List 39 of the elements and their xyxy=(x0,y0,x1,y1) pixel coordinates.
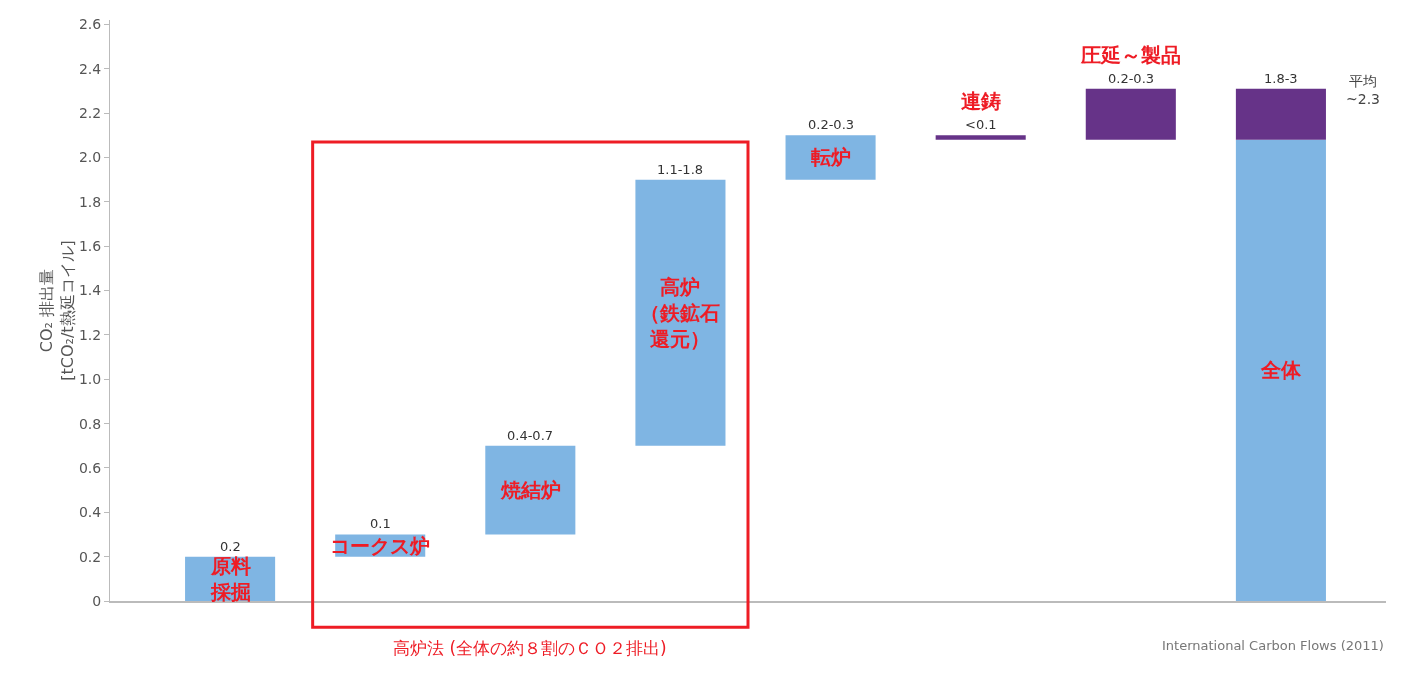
y-tick-label: 0.8 xyxy=(78,415,102,432)
bar xyxy=(1235,139,1326,601)
x-tick-label: 転炉 xyxy=(811,145,851,169)
bar xyxy=(935,135,1026,140)
y-tick-label: 0.2 xyxy=(78,548,102,565)
text: 0.2-0.3 xyxy=(1108,71,1155,86)
x-tick-label: 原料採掘 xyxy=(210,554,251,604)
y-tick-label: 1.0 xyxy=(78,371,102,388)
x-tick-label: 圧延～製品 xyxy=(1080,43,1181,67)
y-tick-label: 1.4 xyxy=(78,282,102,299)
text: 0.2 xyxy=(220,539,241,554)
x-tick-label: 高炉（鉄鉱石還元） xyxy=(640,275,720,351)
y-tick-label: 1.2 xyxy=(78,326,102,343)
x-tick-label: 焼結炉 xyxy=(500,478,561,502)
bar xyxy=(635,179,726,446)
y-axis-title: CO₂ 排出量 [tCO₂/t熱延コイル] xyxy=(37,240,77,381)
y-tick-label: 2.2 xyxy=(78,105,102,122)
x-tick-label: 連鋳 xyxy=(961,89,1001,113)
bar xyxy=(1085,88,1176,140)
y-tick-label: 2.4 xyxy=(78,60,102,77)
text: International Carbon Flows (2011) xyxy=(1162,638,1384,653)
text: 1.8-3 xyxy=(1264,71,1298,86)
text: 0.4-0.7 xyxy=(507,428,554,443)
x-tick-label: 全体 xyxy=(1260,358,1302,382)
text: 0.2-0.3 xyxy=(808,117,855,132)
text: 1.1-1.8 xyxy=(657,162,704,177)
text: <0.1 xyxy=(965,117,997,132)
bar xyxy=(1235,88,1326,140)
text: 高炉法 (全体の約８割のＣＯ２排出) xyxy=(393,638,667,658)
y-tick-label: 2.0 xyxy=(78,149,102,166)
annotation: 平均 ~2.3 xyxy=(1346,73,1380,108)
y-tick-label: 1.6 xyxy=(78,238,102,255)
y-tick-label: 0 xyxy=(92,592,102,609)
text: 0.1 xyxy=(370,516,391,531)
y-tick-label: 1.8 xyxy=(78,193,102,210)
y-tick-label: 2.6 xyxy=(78,16,102,33)
bar xyxy=(785,135,876,180)
y-tick-label: 0.4 xyxy=(78,504,102,521)
y-tick-label: 0.6 xyxy=(78,459,102,476)
